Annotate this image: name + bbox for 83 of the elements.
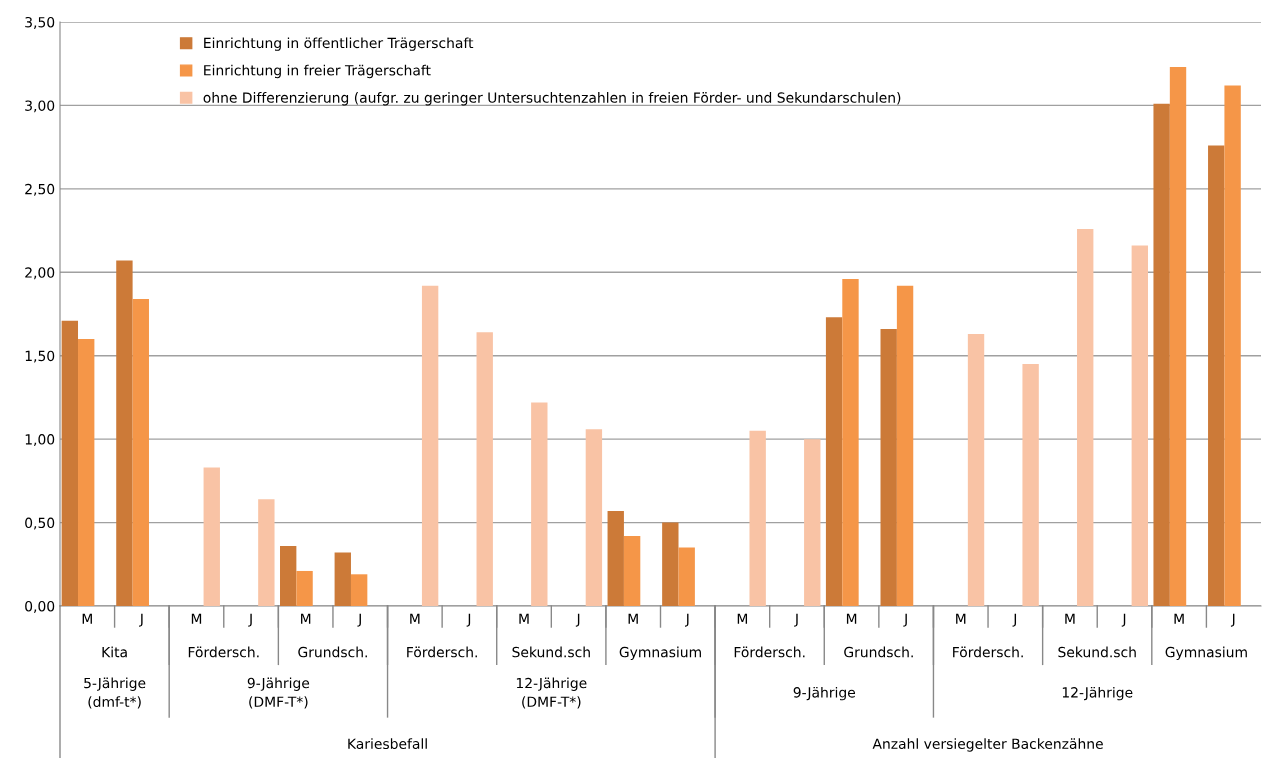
text: 9-Jährige	[793, 686, 856, 701]
x-tick-label: M	[737, 613, 748, 624]
text: Kita	[102, 646, 127, 658]
bar	[896, 285, 914, 606]
x-tick-label: J	[1012, 613, 1017, 627]
bar	[1131, 245, 1148, 606]
text: Fördersch.	[734, 646, 805, 658]
bar	[78, 339, 95, 606]
text: Sekund.sch	[512, 646, 590, 658]
bar	[607, 510, 624, 606]
y-tick-label: 3,50	[25, 16, 55, 29]
x-tick-label: J	[903, 613, 907, 627]
bar	[1022, 364, 1039, 606]
y-tick-label: 2,00	[25, 267, 55, 280]
bar	[1169, 67, 1187, 606]
text: Anzahl versiegelter Backenzähne	[872, 738, 1103, 752]
x-tick-label: J	[357, 613, 361, 627]
bar	[825, 317, 843, 606]
bar	[61, 320, 79, 606]
legend-label: Einrichtung in öffentlicher Trägerschaft	[204, 37, 474, 51]
legend-label: Einrichtung in freier Trägerschaft	[204, 64, 431, 79]
bar	[662, 522, 679, 606]
bar	[334, 552, 351, 606]
y-tick-label: 3,00	[25, 100, 55, 113]
text: Grundsch.	[298, 646, 367, 658]
x-tick-label: M	[1065, 613, 1075, 624]
text: Gymnasium	[1165, 646, 1247, 661]
x-tick-label: J	[794, 613, 798, 627]
text: Kariesbefall	[348, 738, 427, 750]
x-tick-label: J	[466, 613, 471, 627]
x-tick-label: J	[685, 613, 689, 627]
x-tick-label: M	[1174, 613, 1184, 624]
x-tick-label: J	[1230, 613, 1235, 627]
text: 12-Jährige	[1062, 686, 1133, 701]
y-tick-label: 0,50	[25, 517, 55, 530]
bar	[585, 429, 603, 606]
x-tick-label: J	[248, 613, 252, 627]
x-tick-label: J	[1121, 613, 1126, 627]
y-tick-label: 1,50	[25, 350, 55, 363]
bar	[1208, 145, 1225, 606]
bar	[880, 329, 897, 606]
bar	[421, 285, 439, 606]
text: 5-Jährige (dmf-t*)	[84, 677, 146, 709]
text: 12-Jährige (DMF-T*)	[516, 677, 587, 709]
text: Sekund.sch	[1058, 646, 1136, 658]
x-tick-label: M	[301, 613, 311, 624]
y-tick-label: 0,00	[25, 600, 55, 613]
bar	[476, 332, 493, 606]
bar	[623, 535, 641, 606]
x-tick-label: M	[519, 613, 529, 624]
y-tick-label: 2,50	[25, 183, 55, 196]
x-tick-label: M	[410, 613, 420, 624]
bar	[804, 439, 821, 606]
text: Fördersch.	[188, 646, 259, 658]
text: Fördersch.	[407, 646, 477, 658]
x-tick-label: M	[191, 613, 202, 624]
text: 9-Jährige (DMF-T*)	[247, 677, 310, 709]
x-tick-label: M	[846, 613, 857, 624]
x-tick-label: J	[575, 613, 580, 627]
bar	[1077, 228, 1094, 606]
x-tick-label: M	[82, 613, 92, 624]
bar	[842, 278, 859, 606]
x-tick-label: M	[956, 613, 966, 624]
text: Grundsch.	[844, 646, 913, 658]
bar	[967, 334, 985, 606]
bar	[678, 547, 695, 606]
bar	[531, 402, 548, 606]
bar	[132, 298, 149, 606]
bar	[258, 499, 275, 606]
text: Gymnasium	[619, 646, 701, 661]
x-tick-label: J	[139, 613, 143, 627]
bar	[350, 574, 368, 606]
bar	[116, 260, 133, 606]
x-tick-label: M	[628, 613, 638, 624]
bar	[280, 545, 297, 606]
text: Fördersch.	[953, 646, 1023, 658]
bar	[749, 430, 766, 606]
bar	[1153, 103, 1170, 606]
bar	[1224, 85, 1241, 606]
legend-label: ohne Differenzierung (aufgr. zu geringer Untersuchtenzahlen in freien Förder- und Sekundarschulen)	[203, 92, 901, 106]
bar	[296, 570, 313, 606]
y-tick-label: 1,00	[25, 434, 55, 447]
bar	[203, 467, 220, 606]
